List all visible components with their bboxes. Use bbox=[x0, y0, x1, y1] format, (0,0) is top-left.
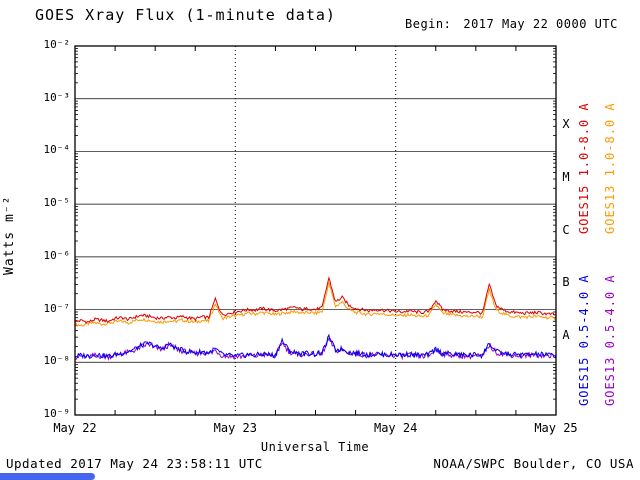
begin-timestamp: Begin: 2017 May 22 0000 UTC bbox=[405, 17, 618, 31]
flux-class-label: M bbox=[562, 169, 570, 184]
legend-label-goes13-0-5-4-0-a: GOES13 0.5-4.0 A bbox=[603, 274, 617, 406]
flux-class-label: C bbox=[562, 222, 570, 237]
begin-value: 2017 May 22 0000 UTC bbox=[463, 17, 618, 31]
x-axis-label: Universal Time bbox=[260, 440, 370, 454]
x-tick-label: May 25 bbox=[534, 421, 578, 435]
y-tick-label: 10⁻⁴ bbox=[43, 143, 71, 157]
legend-label-goes15-1-0-8-0-a: GOES15 1.0-8.0 A bbox=[577, 102, 591, 234]
begin-label: Begin: bbox=[405, 17, 452, 31]
y-tick-label: 10⁻⁹ bbox=[43, 407, 71, 420]
y-tick-label: 10⁻³ bbox=[43, 90, 71, 104]
flux-class-label: A bbox=[562, 327, 570, 342]
y-tick-label: 10⁻⁸ bbox=[43, 354, 71, 368]
y-tick-label: 10⁻⁵ bbox=[43, 196, 71, 210]
x-tick-label: May 23 bbox=[213, 421, 257, 435]
chart-title: GOES Xray Flux (1-minute data) bbox=[35, 6, 336, 24]
flux-class-label: X bbox=[562, 117, 570, 132]
updated-timestamp: Updated 2017 May 24 23:58:11 UTC bbox=[6, 456, 263, 471]
legend-label-goes15-0-5-4-0-a: GOES15 0.5-4.0 A bbox=[577, 274, 591, 406]
y-tick-label: 10⁻² bbox=[43, 38, 71, 51]
y-tick-label: 10⁻⁶ bbox=[43, 248, 71, 262]
bottom-left-ui-fragment bbox=[0, 473, 95, 480]
x-tick-label: May 22 bbox=[53, 421, 97, 435]
x-tick-label: May 24 bbox=[373, 421, 418, 435]
y-axis-label: Watts m⁻² bbox=[2, 195, 17, 275]
flux-class-label: B bbox=[562, 275, 570, 290]
credit-text: NOAA/SWPC Boulder, CO USA bbox=[433, 456, 634, 471]
y-tick-label: 10⁻⁷ bbox=[43, 301, 71, 315]
legend-label-goes13-1-0-8-0-a: GOES13 1.0-8.0 A bbox=[603, 102, 617, 234]
